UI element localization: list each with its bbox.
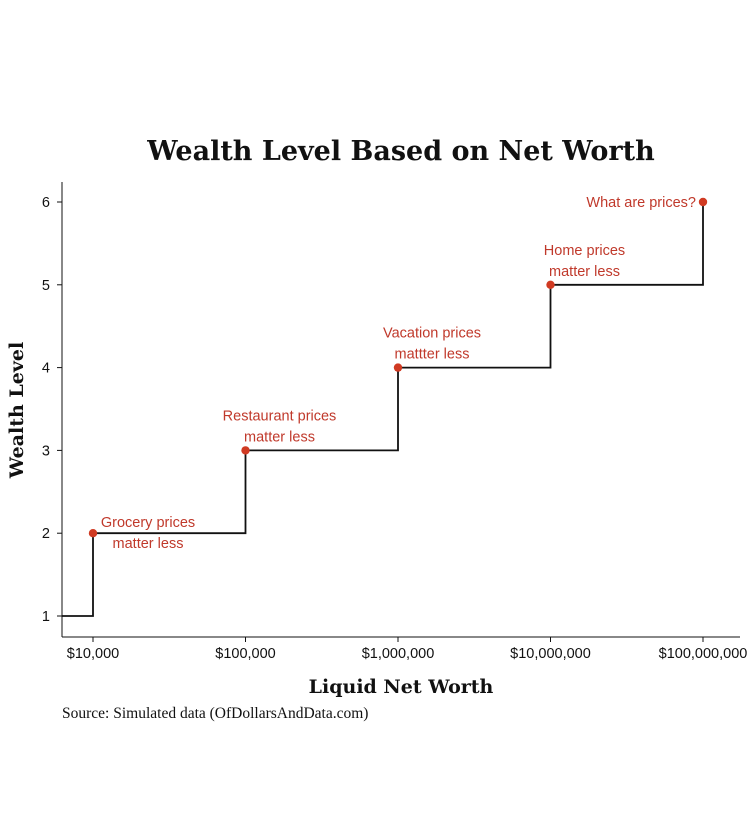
axes: 1 2 3 4 5 6 $10,000 $100,000 $1,000,000 $10,000,… — [42, 182, 747, 662]
annotation-1-line-1: matter less — [244, 429, 315, 445]
y-ticks: 1 2 3 4 5 6 — [42, 195, 62, 625]
annotation-2: Vacation prices mattter less — [383, 326, 481, 363]
annotation-4: What are prices? — [586, 195, 696, 211]
x-ticks: $10,000 $100,000 $1,000,000 $10,000,000 $100… — [67, 637, 748, 662]
data-point-1 — [241, 446, 250, 455]
chart-title: Wealth Level Based on Net Worth — [146, 136, 655, 167]
data-points — [88, 197, 708, 538]
annotation-1: Restaurant prices matter less — [223, 408, 337, 445]
x-tick-label-0: $10,000 — [67, 646, 119, 662]
annotation-1-line-0: Restaurant prices — [223, 408, 337, 424]
annotation-3-line-0: Home prices — [544, 243, 625, 259]
data-point-2 — [393, 363, 403, 372]
annotation-0: Grocery prices matter less — [101, 515, 195, 552]
source-note: Source: Simulated data (OfDollarsAndData… — [62, 705, 368, 722]
y-tick-label-5: 5 — [42, 278, 50, 294]
x-tick-label-4: $100,000,000 — [659, 646, 748, 662]
annotation-2-line-0: Vacation prices — [383, 326, 481, 342]
y-tick-label-4: 4 — [42, 361, 50, 377]
x-axis-title: Liquid Net Worth — [309, 676, 494, 698]
data-point-3 — [546, 280, 555, 289]
x-tick-label-1: $100,000 — [215, 646, 275, 662]
x-tick-label-3: $10,000,000 — [510, 646, 591, 662]
annotation-0-line-1: matter less — [113, 536, 184, 552]
y-axis-title: Wealth Level — [6, 342, 28, 479]
annotation-2-line-1: mattter less — [395, 347, 470, 363]
y-tick-label-6: 6 — [42, 195, 50, 211]
annotation-3-line-1: matter less — [549, 264, 620, 280]
annotation-3: Home prices matter less — [544, 243, 625, 280]
data-point-4 — [698, 197, 708, 207]
y-tick-label-1: 1 — [42, 609, 50, 625]
x-tick-label-2: $1,000,000 — [362, 646, 435, 662]
step-line — [62, 202, 704, 617]
y-tick-label-2: 2 — [42, 526, 50, 542]
data-point-0 — [88, 529, 98, 538]
annotation-4-line-0: What are prices? — [586, 195, 696, 211]
annotation-0-line-0: Grocery prices — [101, 515, 195, 531]
y-tick-label-3: 3 — [42, 443, 50, 459]
